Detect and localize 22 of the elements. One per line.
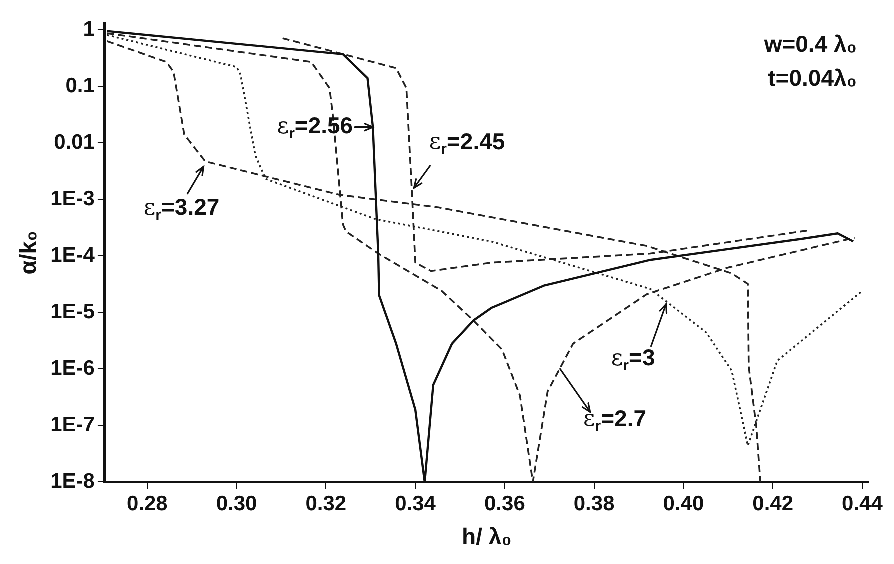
x-tick-label: 0.36 [484,492,526,516]
y-tick-label: 1E-4 [50,244,96,267]
y-tick-label: 0.1 [66,74,96,98]
x-tick-label: 0.42 [752,492,794,516]
y-tick-label: 1E-7 [50,413,95,436]
x-axis-title: h/ λ₀ [462,524,512,550]
y-tick-label: 1 [83,18,96,41]
x-tick-label: 0.40 [663,492,704,516]
x-tick-label: 0.32 [306,492,347,516]
y-tick-label: 1E-8 [50,470,96,493]
annotation: t=0.04λ₀ [768,64,858,91]
x-tick-label: 0.38 [574,492,616,516]
y-tick-label: 1E-3 [50,187,95,210]
x-tick-label: 0.44 [842,492,884,516]
x-tick-label: 0.34 [395,492,436,516]
y-tick-label: 0.01 [54,130,96,154]
x-tick-label: 0.28 [126,492,168,516]
x-tick-label: 0.30 [216,492,258,516]
annotation: w=0.4 λ₀ [763,30,858,57]
y-axis-title: α/k₀ [15,231,42,275]
y-tick-label: 1E-5 [50,300,96,324]
y-tick-label: 1E-6 [50,356,95,380]
